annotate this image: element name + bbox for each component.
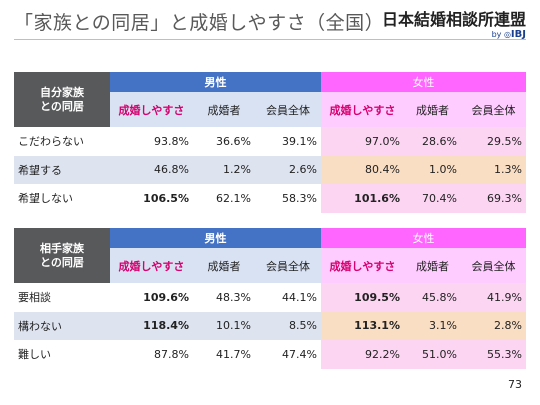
cell: 51.0% [404,340,461,369]
cell: 1.2% [193,155,255,184]
table-label-line2: との同居 [40,99,84,113]
table-label: 自分家族 との同居 [14,72,110,127]
row-label: こだわらない [14,127,110,156]
cell: 55.3% [461,340,526,369]
cell: 10.1% [193,311,255,340]
cell: 44.1% [255,283,321,312]
column-header: 成婚しやすさ [321,248,404,283]
table-own-family: 自分家族 との同居 男性 女性 成婚しやすさ 成婚者 会員全体 成婚しやすさ 成… [14,72,526,213]
column-header: 成婚者 [404,248,461,283]
cell: 109.6% [110,283,193,312]
column-header: 成婚しやすさ [321,92,404,127]
cell: 101.6% [321,184,404,213]
table-partner-family: 相手家族 との同居 男性 女性 成婚しやすさ 成婚者 会員全体 成婚しやすさ 成… [14,228,526,369]
cell: 2.8% [461,311,526,340]
row-label: 希望しない [14,184,110,213]
column-header: 成婚者 [404,92,461,127]
cell: 48.3% [193,283,255,312]
cell: 47.4% [255,340,321,369]
table-label-line1: 自分家族 [40,86,84,100]
cell: 46.8% [110,155,193,184]
cell: 29.5% [461,127,526,156]
cell: 69.3% [461,184,526,213]
cell: 92.2% [321,340,404,369]
cell: 1.3% [461,155,526,184]
ibj-mark-icon: ◎ [503,30,511,39]
male-group-header: 男性 [110,228,321,248]
row-label: 構わない [14,311,110,340]
table-row: 希望しない 106.5% 62.1% 58.3% 101.6% 70.4% 69… [14,184,526,213]
male-group-header: 男性 [110,72,321,92]
page-title: 「家族との同居」と成婚しやすさ（全国） [14,12,385,34]
table-row: 構わない 118.4% 10.1% 8.5% 113.1% 3.1% 2.8% [14,311,526,340]
column-header: 成婚しやすさ [110,92,193,127]
cell: 97.0% [321,127,404,156]
cell: 2.6% [255,155,321,184]
table-row: こだわらない 93.8% 36.6% 39.1% 97.0% 28.6% 29.… [14,127,526,156]
cell: 58.3% [255,184,321,213]
logo-by: by [491,30,502,39]
cell: 118.4% [110,311,193,340]
column-header: 会員全体 [255,92,321,127]
column-header: 成婚者 [193,92,255,127]
cell: 41.7% [193,340,255,369]
cell: 41.9% [461,283,526,312]
column-header: 成婚者 [193,248,255,283]
table-row: 要相談 109.6% 48.3% 44.1% 109.5% 45.8% 41.9… [14,283,526,312]
ibj-logo: 日本結婚相談所連盟 by ◎IBJ [382,6,526,40]
row-label: 要相談 [14,283,110,312]
cell: 80.4% [321,155,404,184]
cell: 3.1% [404,311,461,340]
column-header: 会員全体 [461,248,526,283]
table-label-line1: 相手家族 [40,242,84,256]
column-header: 成婚しやすさ [110,248,193,283]
logo-sub: by ◎IBJ [382,29,526,40]
page-number: 73 [508,378,522,391]
table-label-line2: との同居 [40,255,84,269]
row-label: 希望する [14,155,110,184]
cell: 113.1% [321,311,404,340]
table-row: 希望する 46.8% 1.2% 2.6% 80.4% 1.0% 1.3% [14,155,526,184]
cell: 70.4% [404,184,461,213]
female-group-header: 女性 [321,72,526,92]
female-group-header: 女性 [321,228,526,248]
cell: 1.0% [404,155,461,184]
logo-ibj: IBJ [510,29,526,40]
cell: 45.8% [404,283,461,312]
cell: 8.5% [255,311,321,340]
table-label: 相手家族 との同居 [14,228,110,283]
cell: 36.6% [193,127,255,156]
column-header: 会員全体 [255,248,321,283]
cell: 39.1% [255,127,321,156]
cell: 87.8% [110,340,193,369]
logo-text: 日本結婚相談所連盟 [381,10,526,29]
cell: 106.5% [110,184,193,213]
column-header: 会員全体 [461,92,526,127]
row-label: 難しい [14,340,110,369]
cell: 109.5% [321,283,404,312]
cell: 28.6% [404,127,461,156]
cell: 93.8% [110,127,193,156]
title-divider [14,39,526,40]
table-row: 難しい 87.8% 41.7% 47.4% 92.2% 51.0% 55.3% [14,340,526,369]
cell: 62.1% [193,184,255,213]
